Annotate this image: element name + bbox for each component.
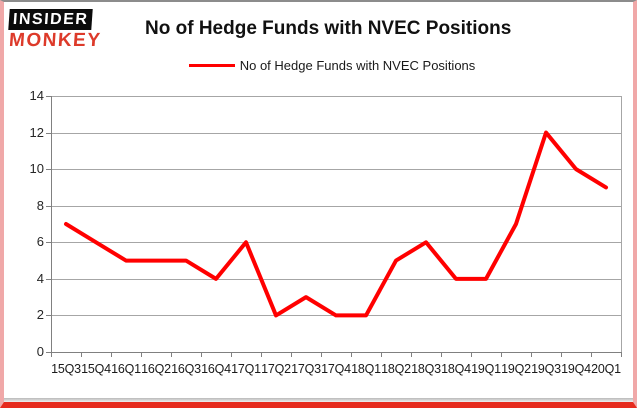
x-axis-label-18Q4: 18Q4 <box>441 362 471 376</box>
series-line-no-of-hedge-funds-with-nvec-positions <box>64 130 608 318</box>
x-axis-label-16Q1: 16Q1 <box>111 362 141 376</box>
x-axis-label-17Q1: 17Q1 <box>231 362 261 376</box>
x-axis-label-19Q2: 19Q2 <box>501 362 531 376</box>
x-axis-label-18Q2: 18Q2 <box>381 362 411 376</box>
x-axis-label-17Q4: 17Q4 <box>321 362 351 376</box>
y-axis-label-2: 2 <box>36 307 44 323</box>
x-axis-label-17Q2: 17Q2 <box>261 362 291 376</box>
y-axis-label-12: 12 <box>29 124 44 140</box>
x-axis-label-15Q4: 15Q4 <box>81 362 111 376</box>
x-axis-label-19Q1: 19Q1 <box>471 362 501 376</box>
y-axis-label-6: 6 <box>36 234 44 250</box>
x-axis-label-19Q3: 19Q3 <box>531 362 561 376</box>
x-axis-label-18Q1: 18Q1 <box>351 362 381 376</box>
x-axis-label-17Q3: 17Q3 <box>291 362 321 376</box>
hedge-funds-line-chart <box>46 96 622 357</box>
x-axis-label-20Q1: 20Q1 <box>591 362 621 376</box>
x-axis-label-16Q3: 16Q3 <box>171 362 201 376</box>
chart-legend: No of Hedge Funds with NVEC Positions <box>51 58 613 73</box>
y-axis-label-0: 0 <box>36 344 44 359</box>
legend-line-swatch <box>188 64 235 67</box>
frame-bottom-shadow <box>4 398 633 402</box>
x-axis-label-16Q4: 16Q4 <box>201 362 231 376</box>
x-axis-label-15Q3: 15Q3 <box>51 362 81 376</box>
x-axis-label-19Q4: 19Q4 <box>561 362 591 376</box>
x-axis-label-18Q3: 18Q3 <box>411 362 441 376</box>
x-axis-label-16Q2: 16Q2 <box>141 362 171 376</box>
page-title: No of Hedge Funds with NVEC Positions <box>145 18 512 39</box>
y-axis-label-14: 14 <box>29 88 44 103</box>
y-axis-label-4: 4 <box>36 270 44 286</box>
y-axis-label-8: 8 <box>36 197 44 213</box>
legend-label: No of Hedge Funds with NVEC Positions <box>239 58 476 73</box>
y-axis-label-10: 10 <box>29 161 44 177</box>
